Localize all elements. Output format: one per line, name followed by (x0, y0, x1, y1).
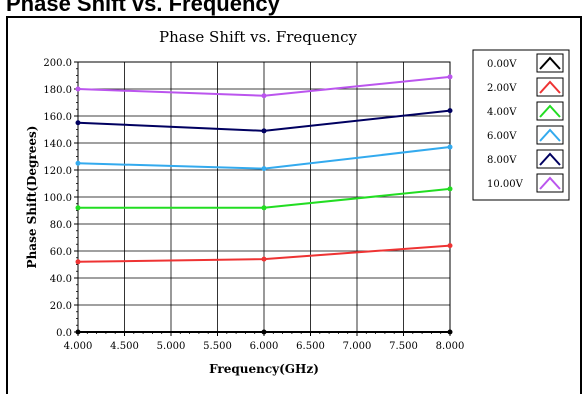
legend-label: 10.00V (487, 179, 524, 190)
legend-label: 0.00V (487, 59, 517, 70)
x-tick-label: 6.500 (296, 341, 325, 352)
y-tick-label: 0.0 (56, 328, 72, 339)
data-point-0.00V (75, 329, 81, 335)
x-tick-label: 8.000 (436, 341, 465, 352)
y-tick-label: 200.0 (43, 58, 72, 69)
axis-ticks: 4.000 4.500 5.000 5.500 6.000 6.500 7.000 7.500… (43, 58, 464, 352)
data-point-10.00V (261, 93, 267, 99)
legend-label: 4.00V (487, 107, 517, 118)
y-tick-label: 80.0 (50, 220, 72, 231)
data-point-4.00V (261, 205, 267, 211)
page-heading: Phase Shift vs. Frequency (6, 0, 280, 16)
legend-label: 2.00V (487, 83, 517, 94)
data-point-6.00V (447, 144, 453, 150)
y-tick-label: 60.0 (50, 247, 72, 258)
x-tick-label: 5.500 (203, 341, 232, 352)
data-point-10.00V (447, 74, 453, 80)
data-point-4.00V (447, 186, 453, 192)
legend: 0.00V 2.00V 4.00V 6.00V 8.00V 10.00V (472, 49, 570, 201)
y-tick-label: 140.0 (43, 139, 72, 150)
x-tick-label: 7.500 (389, 341, 418, 352)
chart-title: Phase Shift vs. Frequency (159, 28, 357, 46)
legend-swatch-frame (536, 53, 564, 73)
legend-label: 6.00V (487, 131, 517, 142)
x-tick-label: 6.000 (250, 341, 279, 352)
y-tick-label: 20.0 (50, 301, 72, 312)
x-tick-label: 4.500 (110, 341, 139, 352)
data-point-0.00V (447, 329, 453, 335)
legend-swatch-0.00V (539, 56, 561, 70)
data-point-0.00V (261, 329, 267, 335)
legend-swatch-frame (536, 125, 564, 145)
legend-label: 8.00V (487, 155, 517, 166)
grid (78, 62, 450, 332)
y-tick-label: 160.0 (43, 112, 72, 123)
x-tick-label: 5.000 (157, 341, 186, 352)
legend-swatch-frame (536, 149, 564, 169)
y-axis-label: Phase Shift(Degrees) (25, 126, 39, 269)
y-tick-label: 180.0 (43, 85, 72, 96)
y-tick-label: 40.0 (50, 274, 72, 285)
frame-edge (6, 386, 8, 394)
legend-swatch-6.00V (539, 128, 561, 142)
data-point-2.00V (75, 259, 81, 265)
data-point-4.00V (75, 205, 81, 211)
x-axis-label: Frequency(GHz) (209, 362, 319, 376)
x-tick-label: 7.000 (343, 341, 372, 352)
legend-swatch-frame (536, 173, 564, 193)
data-point-8.00V (261, 128, 267, 134)
legend-swatch-2.00V (539, 80, 561, 94)
data-point-6.00V (75, 160, 81, 166)
legend-swatch-10.00V (539, 176, 561, 190)
data-point-6.00V (261, 166, 267, 172)
legend-swatch-frame (536, 101, 564, 121)
data-point-10.00V (75, 86, 81, 92)
data-point-2.00V (261, 256, 267, 262)
data-point-8.00V (75, 120, 81, 126)
legend-swatch-8.00V (539, 152, 561, 166)
legend-swatch-frame (536, 77, 564, 97)
legend-swatch-4.00V (539, 104, 561, 118)
y-tick-label: 120.0 (43, 166, 72, 177)
series-layer (75, 74, 453, 335)
y-tick-label: 100.0 (43, 193, 72, 204)
data-point-2.00V (447, 243, 453, 249)
x-tick-label: 4.000 (64, 341, 93, 352)
data-point-8.00V (447, 108, 453, 114)
